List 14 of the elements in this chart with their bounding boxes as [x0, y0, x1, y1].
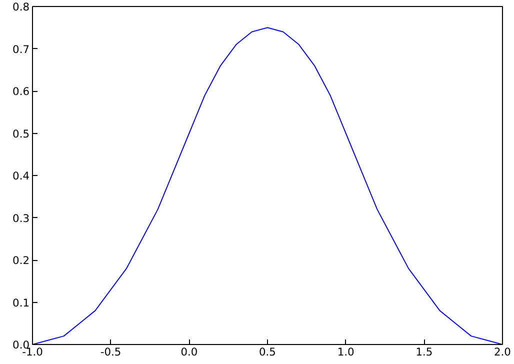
x-tick-label: 1.5	[416, 346, 433, 358]
y-tick-label: 0.5	[12, 127, 30, 140]
y-tick-label: 0.3	[12, 212, 30, 225]
x-tick-label: 1.0	[337, 346, 355, 358]
y-tick-label: 0.8	[12, 0, 30, 14]
y-tick-label: 0.1	[12, 296, 30, 310]
x-tick-label: 0.0	[180, 346, 198, 358]
x-tick-label: -0.5	[100, 346, 122, 358]
y-tick-label: 0.2	[12, 254, 30, 267]
y-tick-label: 0.7	[12, 42, 30, 56]
y-tick-label: 0.6	[12, 85, 30, 98]
x-tick-label: 2.0	[494, 346, 512, 358]
y-tick-label: 0.4	[12, 170, 30, 182]
x-tick-label: 0.5	[259, 346, 276, 358]
